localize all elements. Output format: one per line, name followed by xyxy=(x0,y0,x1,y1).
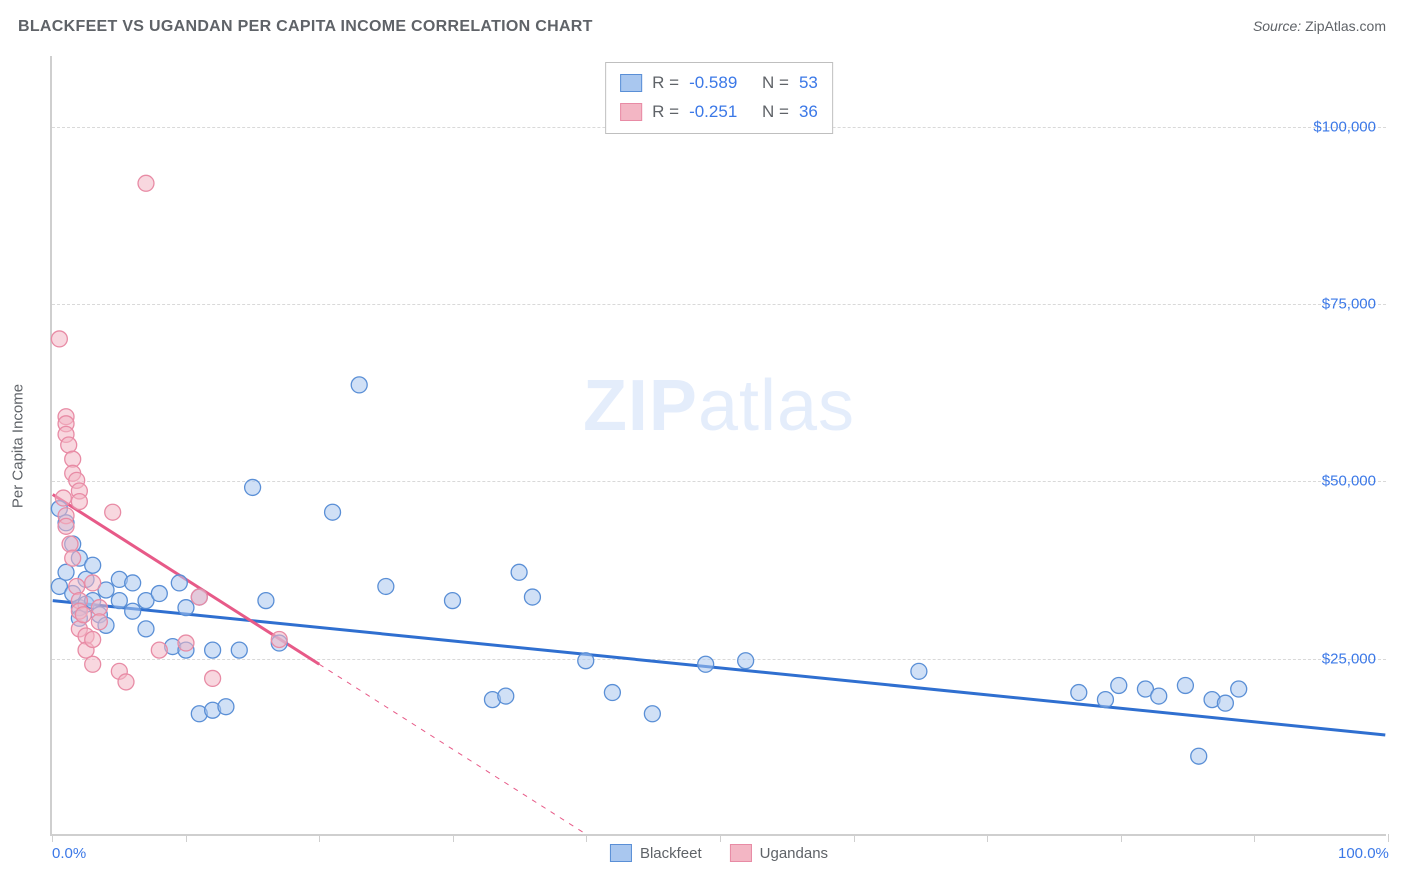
n-value-blackfeet: 53 xyxy=(799,69,818,98)
data-point xyxy=(578,653,594,669)
data-point xyxy=(1071,685,1087,701)
r-label: R = xyxy=(652,69,679,98)
r-value-ugandans: -0.251 xyxy=(689,98,737,127)
data-point xyxy=(258,593,274,609)
n-label: N = xyxy=(762,98,789,127)
data-point xyxy=(911,663,927,679)
data-point xyxy=(218,699,234,715)
data-point xyxy=(118,674,134,690)
x-tick xyxy=(1254,834,1255,842)
x-axis-label: 0.0% xyxy=(52,845,86,862)
data-point xyxy=(51,331,67,347)
data-point xyxy=(85,575,101,591)
data-point xyxy=(271,632,287,648)
data-point xyxy=(205,670,221,686)
data-point xyxy=(644,706,660,722)
data-point xyxy=(1191,748,1207,764)
x-tick xyxy=(186,834,187,842)
stats-row-blackfeet: R = -0.589 N = 53 xyxy=(620,69,818,98)
data-point xyxy=(738,653,754,669)
x-tick xyxy=(1388,834,1389,842)
legend-swatch-blackfeet xyxy=(610,844,632,862)
legend-swatch-ugandans xyxy=(730,844,752,862)
data-point xyxy=(524,589,540,605)
data-point xyxy=(445,593,461,609)
x-tick xyxy=(1121,834,1122,842)
n-value-ugandans: 36 xyxy=(799,98,818,127)
data-point xyxy=(58,518,74,534)
data-point xyxy=(178,600,194,616)
data-point xyxy=(1231,681,1247,697)
data-point xyxy=(1097,692,1113,708)
data-point xyxy=(231,642,247,658)
data-point xyxy=(71,494,87,510)
source-label: Source: xyxy=(1253,18,1301,34)
legend-item-blackfeet: Blackfeet xyxy=(610,844,702,862)
data-point xyxy=(1217,695,1233,711)
data-point xyxy=(604,685,620,701)
x-tick xyxy=(586,834,587,842)
legend-item-ugandans: Ugandans xyxy=(730,844,828,862)
x-tick xyxy=(319,834,320,842)
source-credit: Source: ZipAtlas.com xyxy=(1253,18,1386,34)
y-axis-label: Per Capita Income xyxy=(10,384,27,508)
series-legend: Blackfeet Ugandans xyxy=(610,844,828,862)
x-axis-label: 100.0% xyxy=(1338,845,1389,862)
data-point xyxy=(205,642,221,658)
data-point xyxy=(65,550,81,566)
data-point xyxy=(75,607,91,623)
data-point xyxy=(105,504,121,520)
x-tick xyxy=(854,834,855,842)
n-label: N = xyxy=(762,69,789,98)
scatter-svg xyxy=(52,56,1386,834)
data-point xyxy=(55,490,71,506)
data-point xyxy=(171,575,187,591)
x-tick xyxy=(720,834,721,842)
data-point xyxy=(151,586,167,602)
trend-line-dashed xyxy=(319,664,586,834)
chart-title: BLACKFEET VS UGANDAN PER CAPITA INCOME C… xyxy=(18,18,593,36)
swatch-blackfeet xyxy=(620,74,642,92)
data-point xyxy=(151,642,167,658)
stats-row-ugandans: R = -0.251 N = 36 xyxy=(620,98,818,127)
data-point xyxy=(91,614,107,630)
x-tick xyxy=(987,834,988,842)
data-point xyxy=(1111,677,1127,693)
stats-legend: R = -0.589 N = 53 R = -0.251 N = 36 xyxy=(605,62,833,134)
data-point xyxy=(85,632,101,648)
data-point xyxy=(325,504,341,520)
data-point xyxy=(138,175,154,191)
data-point xyxy=(111,593,127,609)
data-point xyxy=(125,575,141,591)
swatch-ugandans xyxy=(620,103,642,121)
data-point xyxy=(138,621,154,637)
data-point xyxy=(69,578,85,594)
data-point xyxy=(62,536,78,552)
x-tick xyxy=(453,834,454,842)
data-point xyxy=(378,578,394,594)
data-point xyxy=(191,589,207,605)
data-point xyxy=(698,656,714,672)
data-point xyxy=(498,688,514,704)
data-point xyxy=(61,437,77,453)
r-value-blackfeet: -0.589 xyxy=(689,69,737,98)
legend-label-ugandans: Ugandans xyxy=(760,845,828,862)
x-tick xyxy=(52,834,53,842)
plot-area: ZIPatlas $25,000$50,000$75,000$100,000 R… xyxy=(50,56,1386,836)
data-point xyxy=(85,656,101,672)
source-name: ZipAtlas.com xyxy=(1305,18,1386,34)
data-point xyxy=(125,603,141,619)
legend-label-blackfeet: Blackfeet xyxy=(640,845,702,862)
data-point xyxy=(511,564,527,580)
data-point xyxy=(1177,677,1193,693)
r-label: R = xyxy=(652,98,679,127)
data-point xyxy=(85,557,101,573)
data-point xyxy=(178,635,194,651)
data-point xyxy=(1151,688,1167,704)
data-point xyxy=(351,377,367,393)
data-point xyxy=(245,479,261,495)
